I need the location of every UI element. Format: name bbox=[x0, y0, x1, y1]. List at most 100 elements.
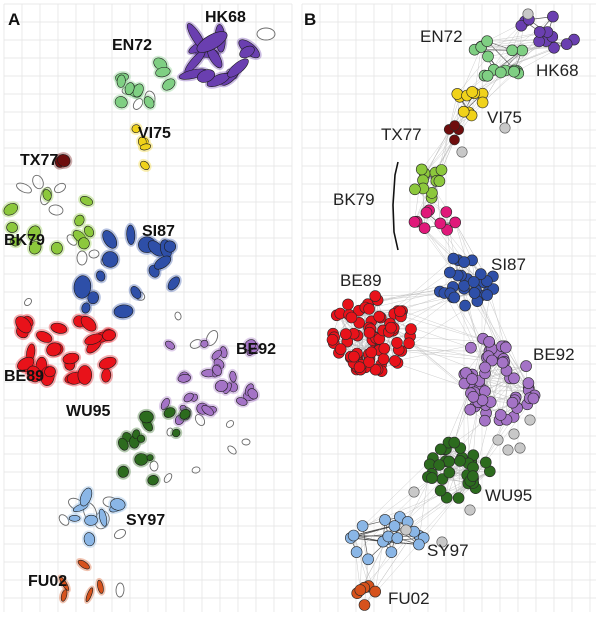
bk79-node bbox=[409, 183, 421, 196]
be89-label-a: BE89 bbox=[4, 368, 44, 385]
tx77-node bbox=[449, 120, 461, 131]
inter-cluster-edge bbox=[333, 342, 487, 358]
unassigned-node bbox=[400, 524, 412, 536]
en72-strain-ellipse bbox=[143, 96, 155, 109]
sy97-strain-ellipse bbox=[84, 514, 98, 526]
unclustered-ellipse bbox=[256, 27, 276, 41]
vi75-node bbox=[466, 86, 479, 98]
bk79-strain-ellipse bbox=[6, 222, 18, 233]
bk79-bracket bbox=[392, 161, 399, 251]
en72-node bbox=[516, 44, 529, 57]
be89-node bbox=[403, 337, 415, 350]
en72-node bbox=[481, 35, 493, 48]
sy97-node bbox=[362, 553, 374, 566]
be92-strain-ellipse bbox=[212, 364, 222, 376]
unclustered-ellipse bbox=[115, 582, 125, 598]
fu02-label-b: FU02 bbox=[388, 589, 430, 608]
en72-strain-ellipse bbox=[116, 74, 126, 88]
be92-strain-ellipse bbox=[247, 388, 259, 400]
si87-strain-ellipse bbox=[81, 302, 91, 314]
sy97-node bbox=[413, 538, 425, 551]
unassigned-node bbox=[499, 122, 511, 134]
be92-strain-ellipse bbox=[211, 349, 222, 360]
en72-label-b: EN72 bbox=[420, 27, 463, 46]
unclustered-ellipse bbox=[113, 528, 127, 540]
sy97-node bbox=[388, 520, 401, 532]
wu95-node bbox=[448, 436, 461, 449]
fu02-strain-ellipse bbox=[59, 576, 70, 591]
fu02-strain-ellipse bbox=[77, 559, 90, 570]
unclustered-ellipse bbox=[48, 204, 64, 216]
be89-node bbox=[334, 343, 347, 355]
be89-node bbox=[391, 336, 403, 349]
be92-node bbox=[479, 361, 491, 374]
inter-cluster-edge bbox=[436, 180, 441, 224]
inter-cluster-edge bbox=[360, 525, 363, 591]
inter-cluster-edge bbox=[463, 50, 523, 112]
unclustered-ellipse bbox=[174, 311, 182, 321]
en72-strain-ellipse bbox=[162, 78, 176, 91]
unclustered-ellipse bbox=[241, 438, 251, 446]
unclustered-ellipse bbox=[194, 414, 206, 426]
sy97-node bbox=[379, 514, 391, 526]
sy97-strain-ellipse bbox=[68, 514, 81, 522]
be89-node bbox=[342, 298, 354, 311]
be89-strain-ellipse bbox=[80, 315, 97, 332]
be89-node bbox=[389, 355, 401, 367]
bk79b-node bbox=[408, 216, 421, 228]
be92-label-b: BE92 bbox=[533, 345, 575, 364]
fu02-strain-ellipse bbox=[85, 587, 94, 602]
inter-cluster-edge bbox=[457, 56, 489, 95]
wu95-strain-ellipse bbox=[179, 408, 191, 420]
si87-node bbox=[459, 299, 471, 312]
vi75-label-b: VI75 bbox=[487, 108, 522, 127]
vi75-node bbox=[457, 105, 470, 118]
be89-node bbox=[394, 305, 406, 318]
vi75-node bbox=[451, 88, 464, 100]
sy97-node bbox=[385, 546, 398, 559]
hk68-strain-ellipse bbox=[227, 58, 249, 78]
wu95-strain-ellipse bbox=[118, 437, 129, 451]
be92-strain-ellipse bbox=[229, 370, 237, 383]
si87-strain-ellipse bbox=[167, 276, 180, 291]
si87-node bbox=[458, 256, 470, 268]
be92-node bbox=[522, 377, 535, 389]
hk68-label-b: HK68 bbox=[536, 61, 579, 80]
hk68-node bbox=[560, 38, 573, 50]
inter-cluster-edge bbox=[471, 70, 515, 116]
be92-strain-ellipse bbox=[244, 339, 257, 351]
si87-node bbox=[458, 279, 470, 292]
unclustered-ellipse bbox=[132, 98, 144, 110]
unassigned-node bbox=[524, 414, 536, 426]
be89-node bbox=[378, 342, 391, 355]
inter-cluster-edge bbox=[419, 483, 469, 537]
wu95-node bbox=[434, 443, 447, 456]
wu95-label-b: WU95 bbox=[485, 486, 532, 505]
be89-node bbox=[326, 333, 339, 346]
wu95-node bbox=[467, 470, 479, 483]
en72-strain-ellipse bbox=[114, 96, 128, 109]
hk68-strain-ellipse bbox=[196, 69, 216, 83]
si87-strain-ellipse bbox=[113, 304, 134, 319]
sy97-node bbox=[350, 546, 363, 558]
be89-node bbox=[363, 326, 376, 339]
hk68-strain-ellipse bbox=[239, 45, 255, 59]
bk79b-node bbox=[449, 216, 462, 229]
en72-node bbox=[482, 50, 494, 63]
panel-a-grid bbox=[3, 3, 293, 612]
unassigned-node bbox=[456, 146, 468, 158]
be92-node bbox=[465, 341, 477, 354]
bk79-strain-ellipse bbox=[10, 237, 21, 247]
unassigned-node bbox=[492, 434, 504, 446]
be89-strain-ellipse bbox=[102, 329, 116, 342]
sy97-node bbox=[356, 520, 369, 532]
be89-strain-ellipse bbox=[84, 333, 103, 346]
wu95-strain-ellipse bbox=[117, 465, 129, 478]
si87-strain-ellipse bbox=[102, 230, 118, 249]
unclustered-ellipse bbox=[205, 330, 219, 346]
be92-node bbox=[494, 409, 507, 421]
hk68-strain-ellipse bbox=[196, 31, 228, 53]
si87-node bbox=[474, 268, 487, 280]
si87-strain-ellipse bbox=[154, 255, 172, 270]
vi75-strain-ellipse bbox=[140, 160, 150, 170]
